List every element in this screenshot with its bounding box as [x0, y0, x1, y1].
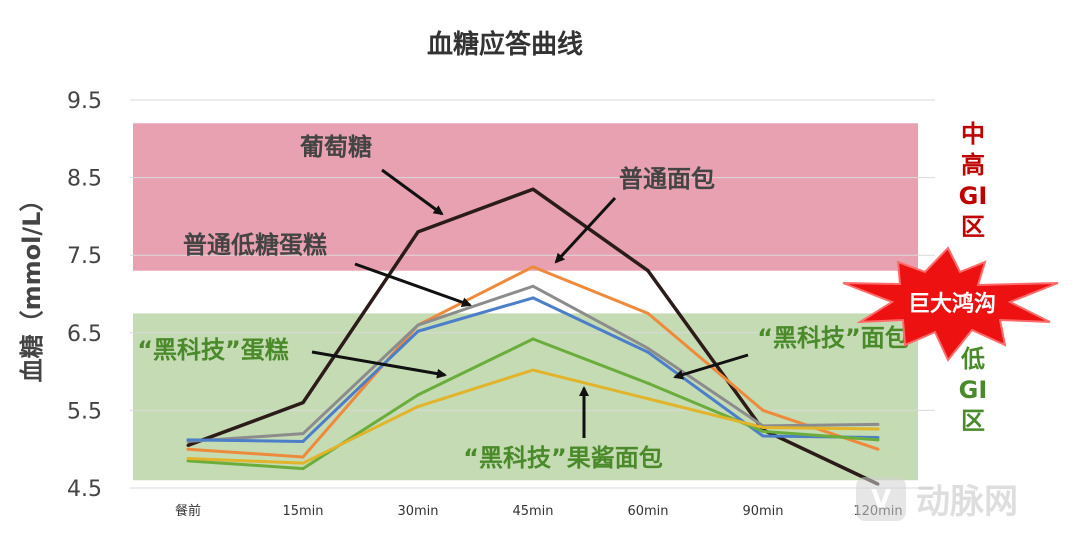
data-point [646, 397, 650, 401]
zone-label-line: 区 [961, 407, 985, 435]
burst-callout: 巨大鸿沟 [842, 246, 1059, 362]
zone-label-line: GI [959, 376, 988, 404]
annotation-blacktech-bread: “黑科技”面包 [757, 324, 909, 352]
zone-band-0 [133, 123, 918, 271]
chart-title: 血糖应答曲线 [427, 29, 583, 60]
zone-label-line: 高 [961, 151, 985, 179]
data-point [646, 269, 650, 273]
x-tick-label: 15min [282, 504, 323, 519]
x-tick-label: 30min [397, 504, 438, 519]
data-point [416, 405, 420, 409]
y-tick-label: 6.5 [67, 322, 102, 347]
data-point [876, 427, 880, 431]
data-point [416, 323, 420, 327]
arrow-blacktech-cake [311, 350, 447, 379]
y-tick-label: 5.5 [67, 399, 102, 424]
data-point [531, 296, 535, 300]
x-tick-label: 90min [742, 504, 783, 519]
arrow-regular-low-sugar-cake [354, 262, 472, 308]
zone-label-line: GI [959, 182, 988, 210]
annotation-glucose: 葡萄糖 [299, 133, 372, 161]
data-point [301, 439, 305, 443]
data-point [761, 408, 765, 412]
data-point [531, 187, 535, 191]
y-tick-label: 4.5 [67, 477, 102, 502]
zone-label-line: 区 [961, 213, 985, 241]
data-point [531, 368, 535, 372]
data-point [186, 447, 190, 451]
data-point [876, 422, 880, 426]
zone-label-line: 低 [960, 345, 985, 373]
annotation-regular-bread: 普通面包 [619, 165, 715, 193]
data-point [761, 434, 765, 438]
data-point [301, 461, 305, 465]
data-point [186, 443, 190, 447]
burst-label: 巨大鸿沟 [908, 291, 996, 317]
watermark-logo-glyph: V [871, 485, 891, 515]
annotations: 葡萄糖 普通面包 普通低糖蛋糕 “黑科技”蛋糕 “黑科技”面包 “黑科技”果酱面… [137, 133, 909, 472]
data-point [646, 311, 650, 315]
data-point [416, 393, 420, 397]
y-tick-label: 8.5 [67, 167, 102, 192]
data-series [186, 187, 880, 486]
data-point [416, 329, 420, 333]
watermark-text: 动脉网 [916, 482, 1018, 522]
data-point [186, 457, 190, 461]
data-point [876, 438, 880, 442]
data-point [301, 432, 305, 436]
annotation-blacktech-jam-bread: “黑科技”果酱面包 [463, 444, 663, 472]
annotation-regular-low-sugar-cake: 普通低糖蛋糕 [183, 231, 327, 259]
arrow-regular-bread [554, 196, 617, 264]
data-point [301, 467, 305, 471]
y-tick-label: 9.5 [67, 89, 102, 114]
data-point [876, 436, 880, 440]
data-point [646, 381, 650, 385]
watermark: V 动脉网 [856, 477, 1018, 522]
data-point [186, 438, 190, 442]
data-point [531, 265, 535, 269]
annotation-blacktech-cake: “黑科技”蛋糕 [137, 336, 289, 364]
zone-label-line: 中 [961, 120, 985, 148]
y-axis-label: 血糖（mmol/L） [18, 188, 46, 383]
x-tick-labels: 餐前15min30min45min60min90min120min [175, 503, 903, 519]
arrow-glucose [381, 168, 444, 216]
data-point [876, 447, 880, 451]
data-point [531, 284, 535, 288]
data-point [301, 455, 305, 459]
x-tick-label: 60min [627, 504, 668, 519]
x-tick-label: 餐前 [175, 503, 201, 519]
gridlines [130, 99, 935, 489]
data-point [186, 459, 190, 463]
x-tick-label: 45min [512, 504, 553, 519]
data-point [646, 346, 650, 350]
y-tick-labels: 9.5 8.5 7.5 6.5 5.5 4.5 [67, 89, 102, 502]
burst-shape [842, 246, 1059, 362]
data-point [531, 337, 535, 341]
data-point [416, 230, 420, 234]
watermark-logo-icon [856, 477, 906, 521]
y-tick-label: 7.5 [67, 244, 102, 269]
data-point [646, 350, 650, 354]
data-point [761, 425, 765, 429]
data-point [301, 401, 305, 405]
arrow-blacktech-bread [673, 353, 749, 380]
data-point [761, 429, 765, 433]
